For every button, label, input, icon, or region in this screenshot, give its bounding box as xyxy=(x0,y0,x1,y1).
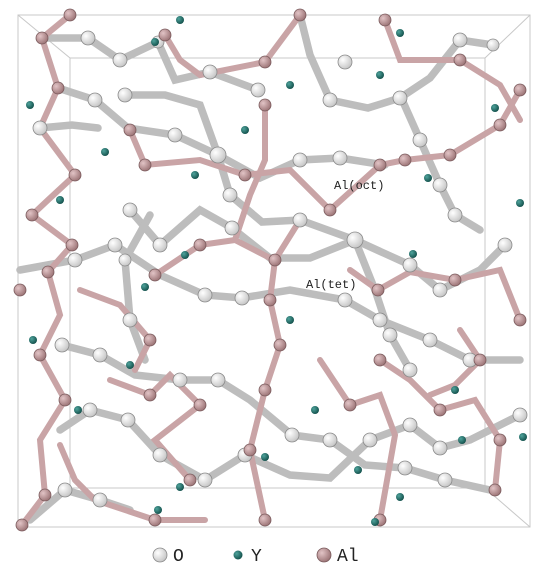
legend-label: Y xyxy=(251,547,262,567)
legend-label: O xyxy=(173,547,184,567)
legend-swatch xyxy=(234,551,243,560)
legend: O Y Al xyxy=(153,547,359,567)
o-atoms xyxy=(33,31,527,507)
annotation-label: Al(tet) xyxy=(306,278,356,292)
annotation-label: Al(oct) xyxy=(334,179,384,193)
legend-label: Al xyxy=(337,547,359,567)
legend-swatch xyxy=(317,548,331,562)
legend-swatch xyxy=(153,548,167,562)
structure-figure: Al(oct) Al(tet) O Y Al xyxy=(0,0,549,569)
al-atoms xyxy=(14,9,526,531)
